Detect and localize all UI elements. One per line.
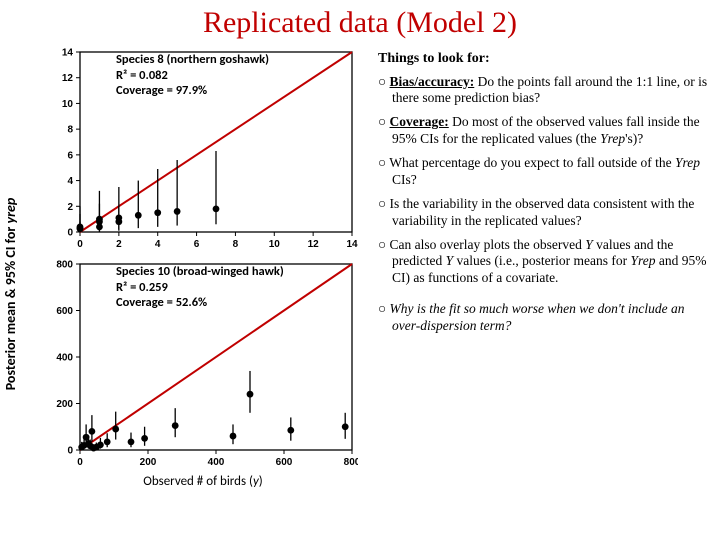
note-variability: ○ Is the variability in the observed dat… <box>378 196 712 230</box>
note4-t: Is the variability in the observed data … <box>390 196 695 228</box>
charts-column: Species 8 (northern goshawk) R² = 0.082 … <box>38 42 368 512</box>
chart-species-8: Species 8 (northern goshawk) R² = 0.082 … <box>38 46 358 258</box>
chart2-l2: R² = 0.259 <box>116 280 284 296</box>
note1-b: Bias/accuracy: <box>390 74 475 89</box>
note-percentage: ○ What percentage do you expect to fall … <box>378 155 712 189</box>
svg-text:800: 800 <box>344 457 358 468</box>
svg-text:600: 600 <box>276 457 293 468</box>
notes-header: Things to look for: <box>378 50 712 68</box>
svg-text:8: 8 <box>233 239 239 250</box>
chart2-label: Species 10 (broad-winged hawk) R² = 0.25… <box>116 264 284 311</box>
svg-text:6: 6 <box>67 150 73 161</box>
notes-panel: Things to look for: ○ Bias/accuracy: Do … <box>368 42 720 512</box>
chart-species-10: Species 10 (broad-winged hawk) R² = 0.25… <box>38 258 358 476</box>
note5-it2: Y <box>446 253 454 268</box>
svg-text:4: 4 <box>155 239 161 250</box>
chart1-l1: Species 8 (northern goshawk) <box>116 52 269 68</box>
note5-it1: Y <box>585 237 593 252</box>
svg-text:400: 400 <box>208 457 225 468</box>
chart1-label: Species 8 (northern goshawk) R² = 0.082 … <box>116 52 269 99</box>
xlabel-pre: Observed # of birds ( <box>143 474 253 489</box>
note-overdispersion: ○ Why is the fit so much worse when we d… <box>378 301 712 335</box>
note5-it3: Yrep <box>630 253 655 268</box>
chart2-l3: Coverage = 52.6% <box>116 295 284 311</box>
main-layout: Predicted # of birds Posterior mean & 95… <box>0 42 720 512</box>
chart1-l3: Coverage = 97.9% <box>116 83 269 99</box>
svg-text:0: 0 <box>67 228 73 239</box>
svg-text:0: 0 <box>77 239 83 250</box>
note-bias: ○ Bias/accuracy: Do the points fall arou… <box>378 74 712 108</box>
ylabel-line2b: yrep <box>2 198 19 224</box>
svg-text:400: 400 <box>56 353 73 364</box>
svg-text:10: 10 <box>269 239 281 250</box>
note5-a: Can also overlay plots the observed <box>390 237 586 252</box>
svg-text:200: 200 <box>56 399 73 410</box>
svg-text:10: 10 <box>62 99 74 110</box>
svg-text:800: 800 <box>56 260 73 271</box>
svg-text:12: 12 <box>62 73 74 84</box>
notes-list: ○ Bias/accuracy: Do the points fall arou… <box>378 74 712 335</box>
note-overlay: ○ Can also overlay plots the observed Y … <box>378 237 712 288</box>
svg-text:4: 4 <box>67 176 73 187</box>
note6-t: Why is the fit so much worse when we don… <box>390 301 685 333</box>
note-coverage: ○ Coverage: Do most of the observed valu… <box>378 114 712 148</box>
note5-c: values (i.e., posterior means for <box>453 253 630 268</box>
chart1-l2: R² = 0.082 <box>116 68 269 84</box>
note3-b: CIs? <box>392 172 417 187</box>
note3-it: Yrep <box>675 155 700 170</box>
svg-text:600: 600 <box>56 306 73 317</box>
x-axis-label: Observed # of birds (y) <box>38 474 368 489</box>
page-title: Replicated data (Model 2) <box>0 0 720 42</box>
svg-text:12: 12 <box>308 239 320 250</box>
note2-c: 's)? <box>625 131 643 146</box>
ylabel-line2a: Posterior mean & 95% CI for <box>2 223 19 390</box>
svg-text:14: 14 <box>346 239 358 250</box>
y-axis-label-wrap: Predicted # of birds Posterior mean & 95… <box>0 42 38 512</box>
svg-text:2: 2 <box>67 202 73 213</box>
note2-b: Coverage: <box>390 114 449 129</box>
svg-text:6: 6 <box>194 239 200 250</box>
svg-text:0: 0 <box>77 457 83 468</box>
svg-text:0: 0 <box>67 446 73 457</box>
note3-a: What percentage do you expect to fall ou… <box>389 155 675 170</box>
xlabel-post: ) <box>259 474 263 489</box>
svg-text:8: 8 <box>67 125 73 136</box>
svg-text:14: 14 <box>62 48 74 59</box>
svg-text:2: 2 <box>116 239 122 250</box>
chart2-l1: Species 10 (broad-winged hawk) <box>116 264 284 280</box>
svg-text:200: 200 <box>140 457 157 468</box>
y-axis-label: Predicted # of birds Posterior mean & 95… <box>0 198 19 391</box>
note2-it: Yrep <box>600 131 625 146</box>
